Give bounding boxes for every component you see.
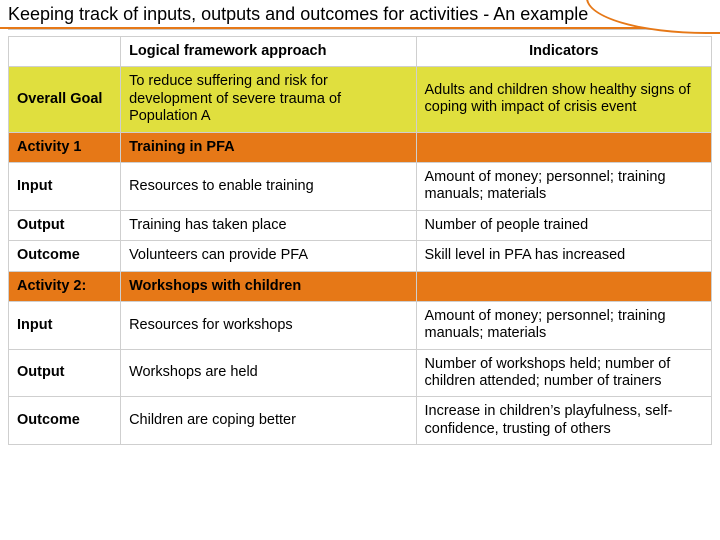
slide-title: Keeping track of inputs, outputs and out…	[8, 4, 588, 24]
table-row: OutputTraining has taken placeNumber of …	[9, 210, 712, 240]
row-logical: Resources for workshops	[121, 301, 416, 349]
table-row: Activity 2:Workshops with children	[9, 271, 712, 301]
row-indicator: Amount of money; personnel; training man…	[416, 162, 711, 210]
row-label: Activity 2:	[9, 271, 121, 301]
row-label: Outcome	[9, 241, 121, 271]
corner-curve-decoration	[586, 0, 720, 34]
row-label: Output	[9, 210, 121, 240]
header-logical: Logical framework approach	[121, 37, 416, 67]
row-indicator: Increase in children’s playfulness, self…	[416, 397, 711, 445]
table-row: OutputWorkshops are heldNumber of worksh…	[9, 349, 712, 397]
row-logical: Training in PFA	[121, 132, 416, 162]
row-label: Activity 1	[9, 132, 121, 162]
row-indicator: Skill level in PFA has increased	[416, 241, 711, 271]
table-header-row: Logical framework approach Indicators	[9, 37, 712, 67]
row-logical: Workshops with children	[121, 271, 416, 301]
row-indicator: Number of people trained	[416, 210, 711, 240]
row-logical: Volunteers can provide PFA	[121, 241, 416, 271]
table-row: InputResources to enable trainingAmount …	[9, 162, 712, 210]
table-row: InputResources for workshopsAmount of mo…	[9, 301, 712, 349]
row-logical: Training has taken place	[121, 210, 416, 240]
row-indicator	[416, 271, 711, 301]
row-label: Input	[9, 162, 121, 210]
row-logical: Workshops are held	[121, 349, 416, 397]
row-indicator: Number of workshops held; number of chil…	[416, 349, 711, 397]
row-logical: Children are coping better	[121, 397, 416, 445]
row-label: Output	[9, 349, 121, 397]
table-row: OutcomeVolunteers can provide PFASkill l…	[9, 241, 712, 271]
table-row: OutcomeChildren are coping betterIncreas…	[9, 397, 712, 445]
table-body: Overall GoalTo reduce suffering and risk…	[9, 67, 712, 445]
row-indicator	[416, 132, 711, 162]
table-row: Activity 1Training in PFA	[9, 132, 712, 162]
row-label: Input	[9, 301, 121, 349]
logframe-table: Logical framework approach Indicators Ov…	[8, 36, 712, 445]
table-row: Overall GoalTo reduce suffering and risk…	[9, 67, 712, 132]
row-indicator: Adults and children show healthy signs o…	[416, 67, 711, 132]
row-logical: Resources to enable training	[121, 162, 416, 210]
slide-title-bar: Keeping track of inputs, outputs and out…	[0, 0, 720, 29]
header-indicators: Indicators	[416, 37, 711, 67]
row-label: Outcome	[9, 397, 121, 445]
row-logical: To reduce suffering and risk for develop…	[121, 67, 416, 132]
header-blank	[9, 37, 121, 67]
title-underline	[8, 29, 712, 30]
row-label: Overall Goal	[9, 67, 121, 132]
row-indicator: Amount of money; personnel; training man…	[416, 301, 711, 349]
